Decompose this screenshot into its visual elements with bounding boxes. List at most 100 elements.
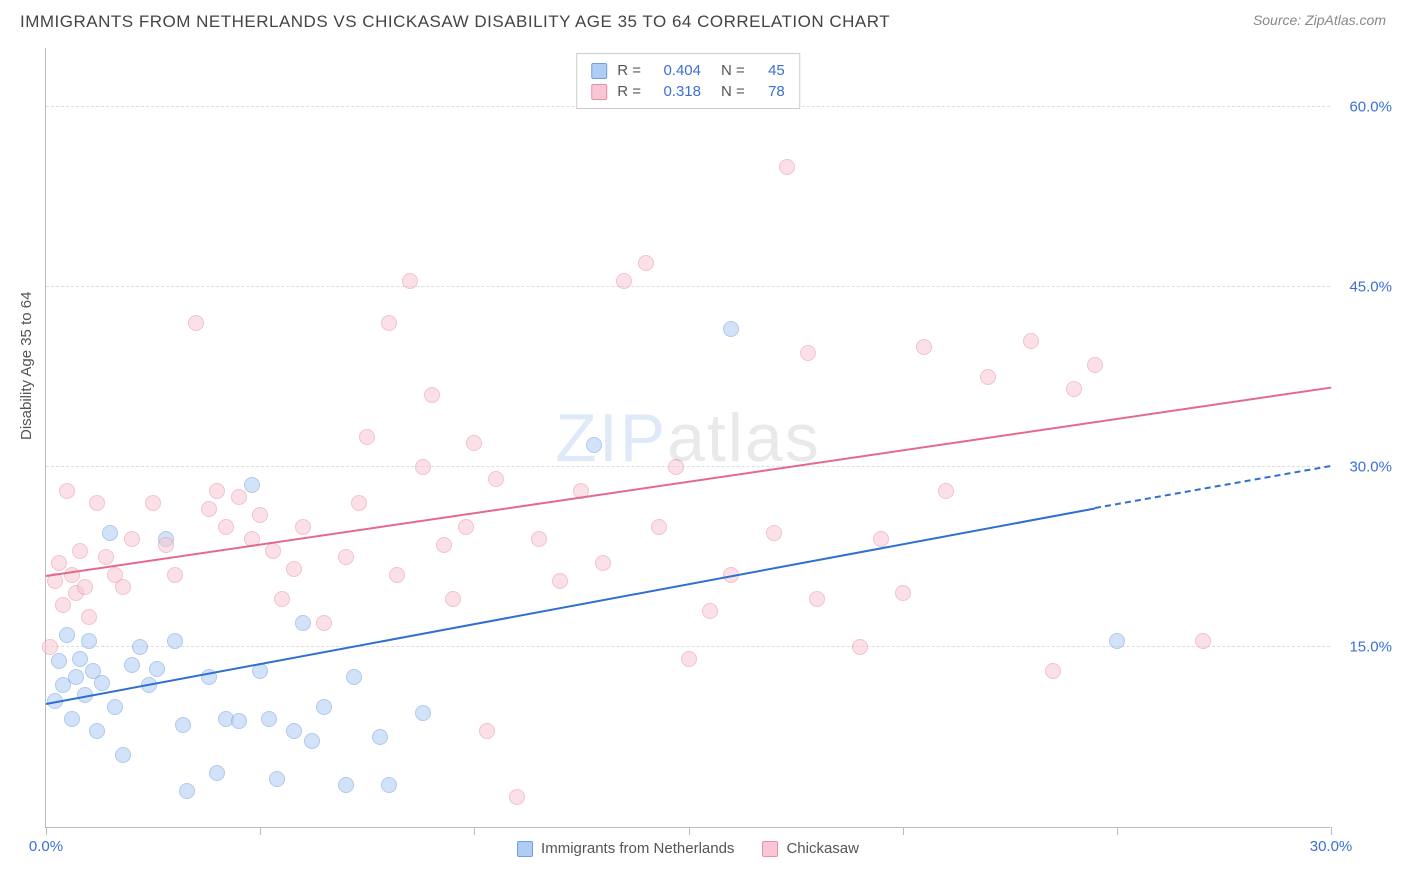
legend-row-netherlands: R = 0.404 N = 45 [591,60,785,81]
data-point-chickasaw [274,591,290,607]
data-point-chickasaw [895,585,911,601]
data-point-netherlands [89,723,105,739]
chart-source: Source: ZipAtlas.com [1253,12,1386,28]
data-point-chickasaw [445,591,461,607]
data-point-netherlands [231,713,247,729]
data-point-chickasaw [552,573,568,589]
data-point-chickasaw [531,531,547,547]
swatch-netherlands-icon [591,63,607,79]
n-label: N = [721,62,745,79]
data-point-netherlands [64,711,80,727]
x-tick [903,827,904,835]
legend-item-chickasaw: Chickasaw [762,840,859,857]
data-point-netherlands [269,771,285,787]
chart-title: IMMIGRANTS FROM NETHERLANDS VS CHICKASAW… [20,12,890,32]
data-point-chickasaw [415,459,431,475]
data-point-chickasaw [115,579,131,595]
data-point-netherlands [81,633,97,649]
data-point-chickasaw [231,489,247,505]
data-point-netherlands [295,615,311,631]
data-point-netherlands [346,669,362,685]
data-point-chickasaw [779,159,795,175]
data-point-netherlands [209,765,225,781]
data-point-chickasaw [295,519,311,535]
data-point-chickasaw [265,543,281,559]
data-point-chickasaw [59,483,75,499]
y-axis-label: Disability Age 35 to 64 [18,292,35,440]
r-value-chickasaw: 0.318 [651,83,701,100]
data-point-netherlands [372,729,388,745]
n-label: N = [721,83,745,100]
data-point-netherlands [723,321,739,337]
y-tick-label: 45.0% [1337,279,1392,296]
data-point-chickasaw [252,507,268,523]
data-point-chickasaw [81,609,97,625]
data-point-netherlands [115,747,131,763]
data-point-netherlands [415,705,431,721]
data-point-chickasaw [616,273,632,289]
data-point-chickasaw [218,519,234,535]
x-tick [474,827,475,835]
data-point-netherlands [107,699,123,715]
x-tick [1331,827,1332,835]
data-point-chickasaw [188,315,204,331]
data-point-chickasaw [1195,633,1211,649]
data-point-chickasaw [668,459,684,475]
data-point-chickasaw [209,483,225,499]
data-point-netherlands [261,711,277,727]
data-point-chickasaw [286,561,302,577]
legend-item-netherlands: Immigrants from Netherlands [517,840,734,857]
data-point-chickasaw [938,483,954,499]
data-point-chickasaw [316,615,332,631]
r-value-netherlands: 0.404 [651,62,701,79]
data-point-chickasaw [873,531,889,547]
swatch-netherlands-icon [517,841,533,857]
data-point-chickasaw [351,495,367,511]
trend-line [46,507,1096,705]
x-tick [260,827,261,835]
data-point-chickasaw [55,597,71,613]
data-point-netherlands [167,633,183,649]
legend-row-chickasaw: R = 0.318 N = 78 [591,81,785,102]
data-point-netherlands [338,777,354,793]
legend-statistics: R = 0.404 N = 45 R = 0.318 N = 78 [576,53,800,109]
swatch-chickasaw-icon [591,84,607,100]
swatch-chickasaw-icon [762,841,778,857]
legend-label-chickasaw: Chickasaw [786,840,859,857]
data-point-chickasaw [852,639,868,655]
x-tick [689,827,690,835]
data-point-netherlands [102,525,118,541]
trend-line-extrapolated [1095,465,1331,509]
data-point-chickasaw [980,369,996,385]
data-point-chickasaw [809,591,825,607]
data-point-chickasaw [77,579,93,595]
data-point-chickasaw [72,543,88,559]
data-point-netherlands [381,777,397,793]
data-point-chickasaw [1087,357,1103,373]
chart-header: IMMIGRANTS FROM NETHERLANDS VS CHICKASAW… [0,0,1406,40]
data-point-netherlands [132,639,148,655]
data-point-chickasaw [42,639,58,655]
data-point-netherlands [175,717,191,733]
x-tick-label: 30.0% [1310,838,1353,855]
data-point-chickasaw [638,255,654,271]
data-point-chickasaw [509,789,525,805]
data-point-netherlands [304,733,320,749]
data-point-chickasaw [595,555,611,571]
data-point-netherlands [72,651,88,667]
data-point-chickasaw [98,549,114,565]
legend-label-netherlands: Immigrants from Netherlands [541,840,734,857]
data-point-chickasaw [702,603,718,619]
data-point-chickasaw [651,519,667,535]
data-point-netherlands [316,699,332,715]
data-point-netherlands [179,783,195,799]
data-point-netherlands [1109,633,1125,649]
data-point-chickasaw [124,531,140,547]
data-point-chickasaw [424,387,440,403]
x-tick [1117,827,1118,835]
data-point-chickasaw [916,339,932,355]
data-point-chickasaw [800,345,816,361]
x-tick-label: 0.0% [29,838,63,855]
data-point-chickasaw [458,519,474,535]
data-point-chickasaw [1066,381,1082,397]
